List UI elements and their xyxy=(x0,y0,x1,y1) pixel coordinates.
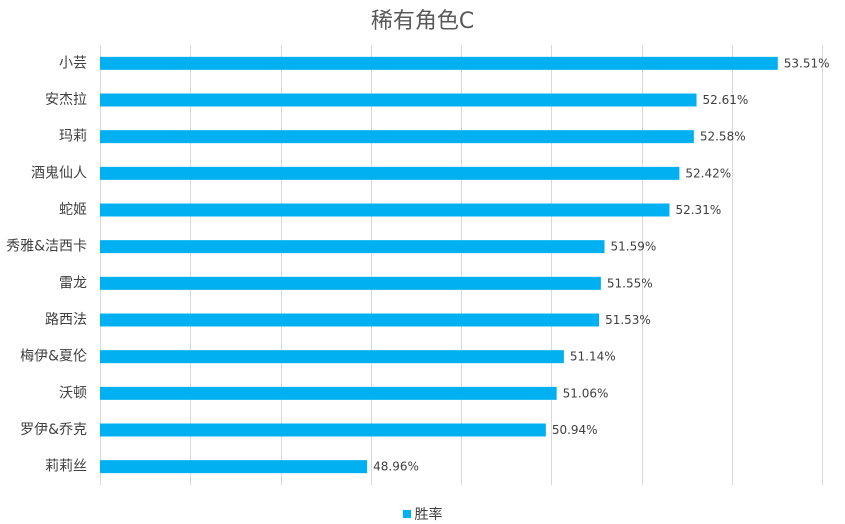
gridlines xyxy=(100,45,823,485)
data-label: 52.42% xyxy=(685,166,731,180)
data-label: 51.14% xyxy=(570,350,616,364)
bar xyxy=(100,423,546,437)
category-label: 安杰拉 xyxy=(45,92,87,108)
data-label: 52.61% xyxy=(703,93,749,107)
category-label: 秀雅&洁西卡 xyxy=(6,239,87,255)
bar xyxy=(100,203,670,217)
category-label: 路西法 xyxy=(45,312,87,328)
category-label: 莉莉丝 xyxy=(45,459,87,475)
category-label: 梅伊&夏伦 xyxy=(20,349,87,365)
bar xyxy=(100,386,557,400)
category-label: 酒鬼仙人 xyxy=(31,165,87,181)
data-labels: 53.51% 52.61% 52.58% 52.42% 52.31% 51.59% 51.5… xyxy=(373,56,829,473)
data-label: 52.31% xyxy=(675,203,721,217)
data-label: 51.53% xyxy=(605,313,651,327)
bar xyxy=(100,56,778,70)
data-label: 48.96% xyxy=(373,460,419,474)
legend-swatch xyxy=(402,510,411,518)
bar xyxy=(100,276,601,290)
bar xyxy=(100,240,605,254)
legend: 胜率 xyxy=(0,504,845,524)
bar xyxy=(100,166,680,180)
bar xyxy=(100,93,697,107)
category-label: 小芸 xyxy=(59,55,87,71)
data-label: 53.51% xyxy=(784,56,830,70)
bar xyxy=(100,313,600,327)
data-label: 51.55% xyxy=(607,276,653,290)
bar xyxy=(100,350,564,364)
legend-label: 胜率 xyxy=(414,507,443,523)
bar xyxy=(100,130,694,144)
data-label: 51.06% xyxy=(563,386,609,400)
data-label: 52.58% xyxy=(700,130,746,144)
category-label: 玛莉 xyxy=(59,129,87,145)
category-label: 沃顿 xyxy=(59,385,87,401)
category-label: 蛇姬 xyxy=(59,202,87,218)
bar xyxy=(100,460,368,474)
data-label: 51.59% xyxy=(610,240,656,254)
category-label: 雷龙 xyxy=(59,275,87,291)
data-label: 50.94% xyxy=(552,423,598,437)
chart-title: 稀有角色C xyxy=(370,9,475,34)
bars xyxy=(100,56,778,474)
category-label: 罗伊&乔克 xyxy=(20,422,87,438)
